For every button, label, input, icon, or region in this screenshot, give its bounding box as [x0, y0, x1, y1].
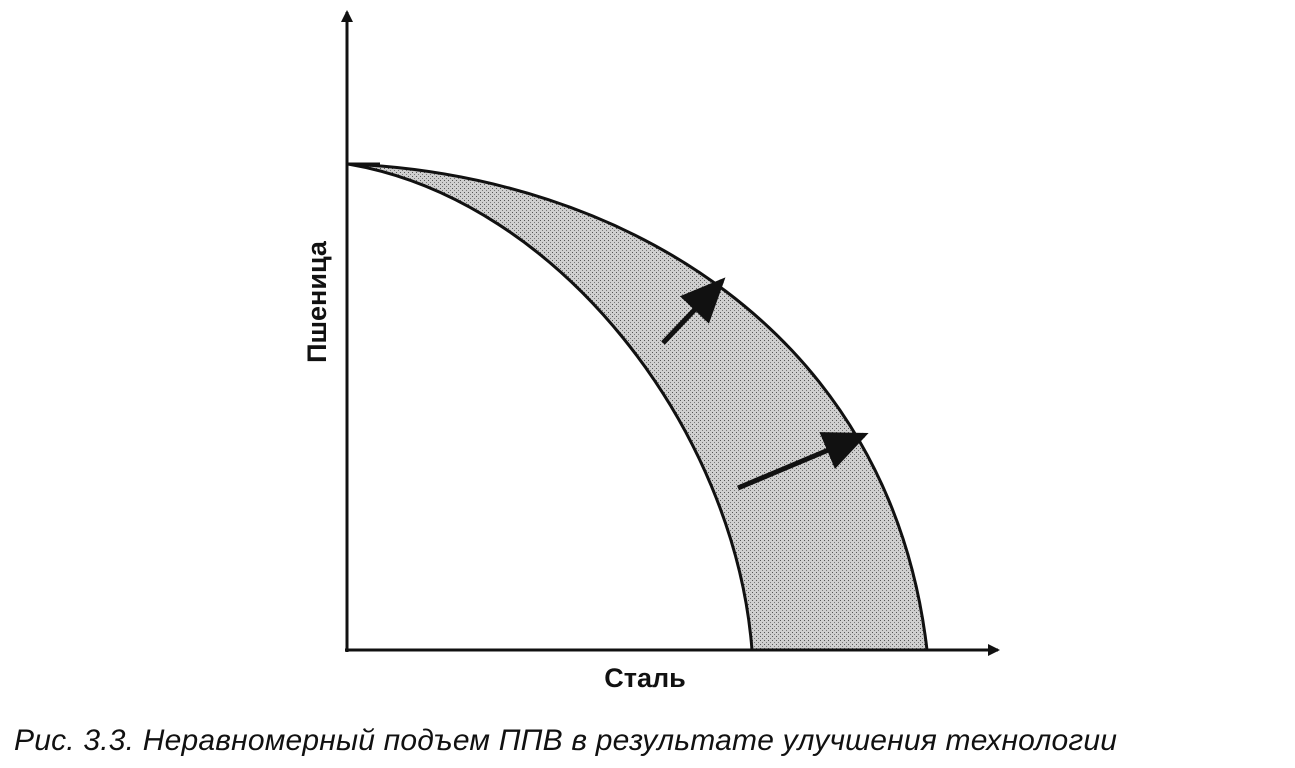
- lower-shift-arrow: [737, 432, 869, 491]
- y-axis-label: Пшеница: [302, 240, 332, 363]
- shifted-ppf-curve: [347, 162, 929, 651]
- shaded-gain-area: [348, 164, 927, 650]
- upper-shift-arrow: [661, 277, 726, 345]
- x-axis-label: Сталь: [604, 663, 686, 693]
- original-ppf-curve: [347, 162, 754, 651]
- figure-caption: Рис. 3.3. Неравномерный подъем ППВ в рез…: [14, 724, 1118, 757]
